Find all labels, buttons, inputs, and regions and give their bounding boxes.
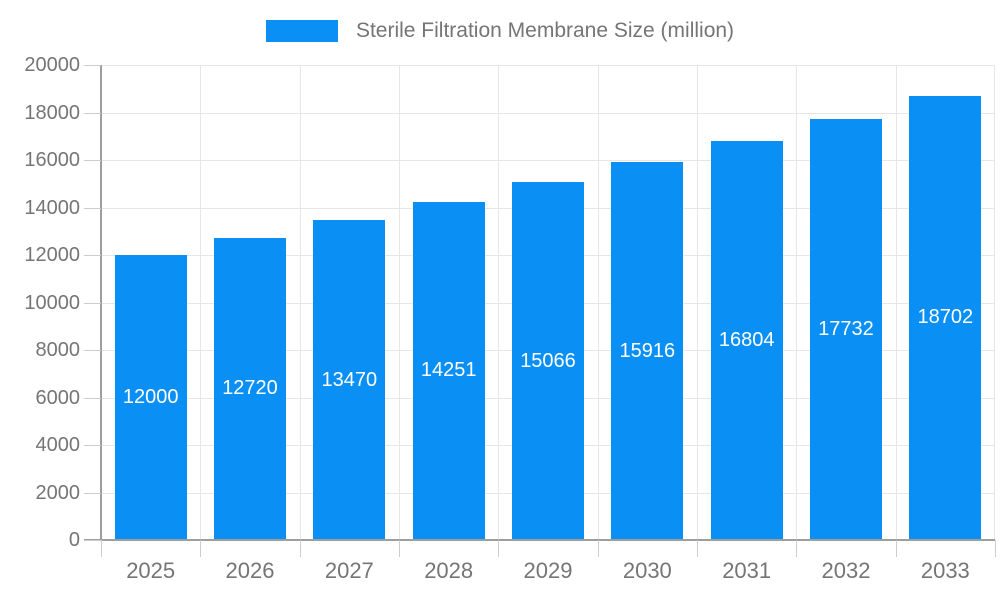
x-axis-tick-label: 2031 [722,558,772,583]
y-axis-tick [84,255,101,256]
gridline-vertical [697,65,698,540]
x-axis-tick-label: 2030 [622,558,672,583]
x-axis-tick [101,540,102,557]
gridline-horizontal [101,112,995,114]
legend-label[interactable]: Sterile Filtration Membrane Size (millio… [355,19,735,42]
x-axis-tick-label: 2026 [225,558,275,583]
x-axis-tick [200,540,202,557]
gridline-horizontal [101,65,995,66]
x-axis-line [84,539,995,541]
x-axis-tick [796,540,798,557]
bar-value-label: 13470 [321,368,378,391]
gridline-vertical [994,65,995,540]
bar-value-label: 15066 [520,349,576,372]
bar-value-label: 14251 [420,359,477,382]
x-axis-tick [895,540,897,557]
gridline-vertical [796,65,798,540]
gridline-horizontal [101,160,995,161]
y-axis-tick-label: 10000 [24,291,80,314]
bar-2028: 14251 [412,201,485,540]
x-axis-tick [697,540,698,557]
y-axis-tick-label: 12000 [24,244,80,266]
x-axis-tick [498,540,500,557]
bar-2032: 17732 [810,118,882,540]
x-axis-tick-label: 2028 [424,558,474,583]
gridline-vertical [597,65,599,540]
y-axis-tick [84,302,101,304]
x-axis-tick-label: 2029 [523,558,573,583]
y-axis-tick [84,65,101,66]
y-axis-tick [84,492,101,494]
y-axis-tick [84,160,101,161]
x-axis-tick [995,540,996,557]
bar-value-label: 15916 [619,339,676,362]
y-axis-tick-label: 20000 [24,54,80,76]
x-axis-tick [597,540,599,557]
y-axis-tick-label: 14000 [24,196,80,219]
y-axis-tick [84,445,101,446]
y-axis-tick-label: 0 [68,529,80,551]
x-axis-tick-label: 2033 [920,558,970,583]
gridline-vertical [498,65,500,540]
chart-legend[interactable]: Sterile Filtration Membrane Size (millio… [0,16,1000,46]
legend-swatch-icon[interactable] [265,20,338,42]
x-axis-tick [399,540,400,557]
bar-value-label: 18702 [917,306,974,329]
gridline-vertical [200,65,202,540]
y-axis-tick [84,350,101,351]
y-axis-tick [84,397,101,399]
bar-value-label: 16804 [718,328,775,351]
gridline-vertical [299,65,301,540]
y-axis-tick-label: 8000 [35,339,81,361]
y-axis-tick-label: 18000 [24,101,80,124]
x-axis-tick-label: 2025 [126,558,176,583]
bar-2025: 12000 [114,255,187,540]
bar-value-label: 17732 [818,317,874,340]
y-axis-tick [84,207,101,209]
y-axis-tick-label: 6000 [35,386,81,409]
x-axis-tick-label: 2027 [324,558,374,583]
y-axis-tick-label: 16000 [24,149,80,171]
y-axis-tick [84,540,101,541]
bar-2030: 15916 [611,162,684,540]
y-axis-tick [84,112,101,114]
bar-2027: 13470 [313,220,386,540]
gridline-vertical [895,65,897,540]
x-axis-tick-label: 2032 [821,558,871,583]
plot-area: 12000 12720 13470 14251 15066 15916 16804 17732… [101,65,995,540]
bar-2033: 18702 [909,95,982,540]
gridline-vertical [399,65,400,540]
bar-value-label: 12720 [222,377,278,400]
x-axis-tick [299,540,301,557]
bar-2029: 15066 [512,182,584,540]
y-axis-tick-label: 4000 [35,434,81,456]
y-axis-tick-label: 2000 [35,481,81,504]
bar-value-label: 12000 [122,386,179,408]
bar-2031: 16804 [710,140,783,540]
y-axis-line [100,65,102,540]
bar-2026: 12720 [214,237,286,540]
